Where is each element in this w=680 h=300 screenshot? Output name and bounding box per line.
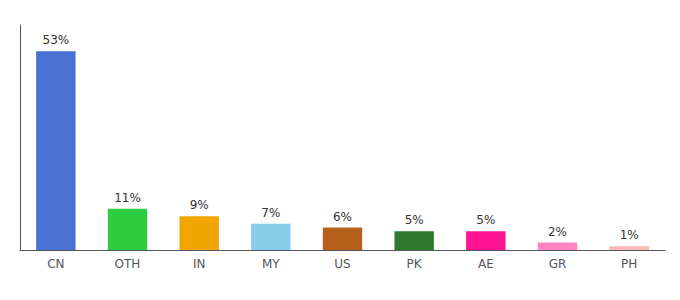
svg-text:11%: 11% [114,191,141,205]
svg-text:MY: MY [262,257,280,271]
svg-text:PK: PK [407,257,423,271]
svg-text:US: US [334,257,350,271]
svg-text:9%: 9% [190,198,209,212]
svg-text:1%: 1% [620,228,639,242]
svg-text:7%: 7% [261,206,280,220]
svg-text:OTH: OTH [115,257,141,271]
svg-text:5%: 5% [405,213,424,227]
svg-text:CN: CN [47,257,64,271]
svg-text:GR: GR [549,257,567,271]
svg-text:5%: 5% [476,213,495,227]
svg-text:AE: AE [478,257,494,271]
svg-text:53%: 53% [42,33,69,47]
svg-text:IN: IN [193,257,206,271]
svg-text:PH: PH [621,257,637,271]
svg-text:6%: 6% [333,210,352,224]
svg-text:2%: 2% [548,225,567,239]
